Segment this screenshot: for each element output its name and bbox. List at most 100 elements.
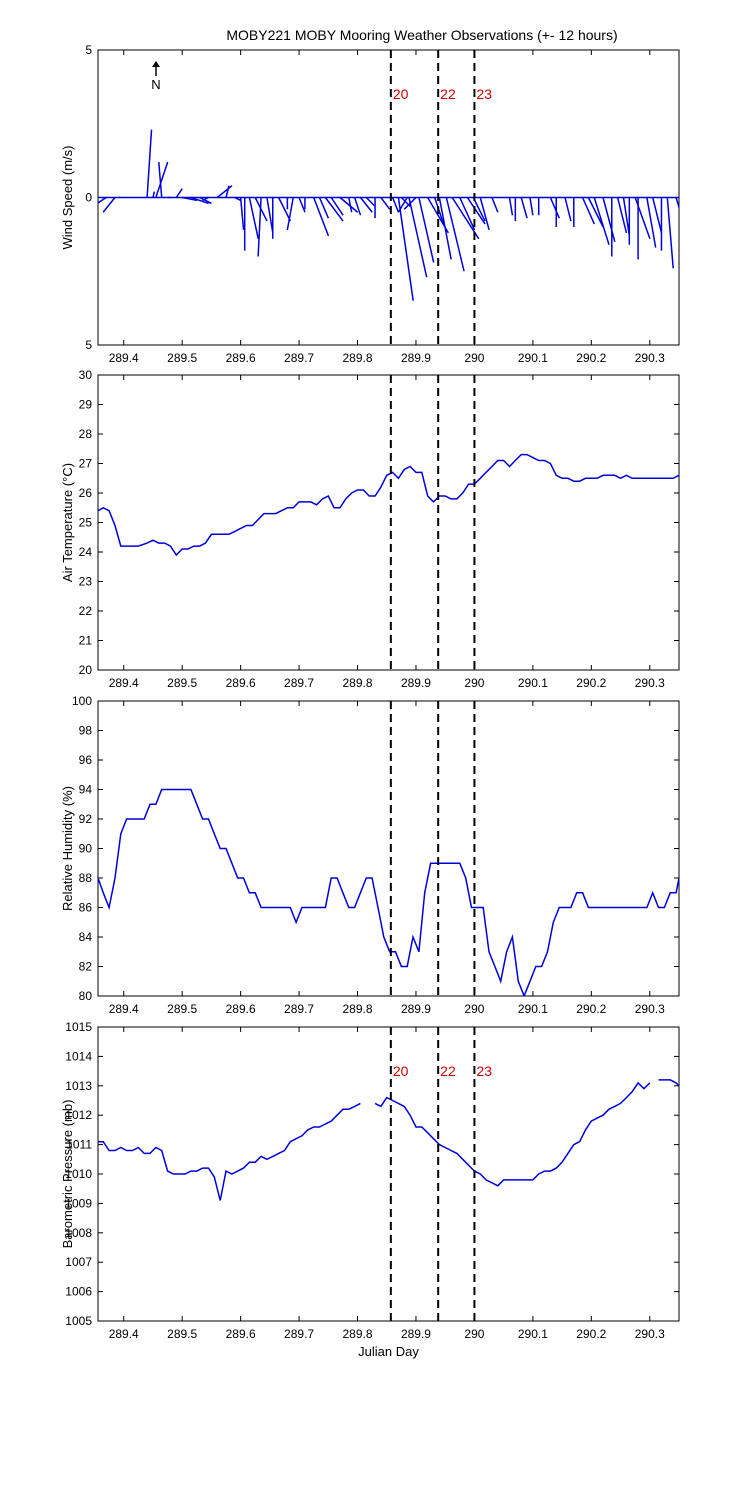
x-tick-label: 289.4 (109, 1002, 139, 1016)
wind-vector (602, 197, 616, 242)
x-tick-label: 289.6 (226, 351, 256, 365)
wind-vector (508, 197, 514, 216)
event-marker-label: 22 (440, 86, 456, 102)
wind-vector (324, 197, 344, 222)
wind-vector (438, 197, 452, 260)
wind-vector (286, 197, 294, 231)
y-tick-label: 86 (79, 901, 93, 915)
wind-vector (451, 197, 480, 240)
wind-vector (666, 197, 674, 269)
x-tick-label: 289.8 (343, 351, 373, 365)
wind-vector (146, 129, 153, 198)
wind-vector (155, 161, 169, 198)
y-tick-label: 1012 (65, 1108, 92, 1122)
wind-vector (479, 197, 490, 231)
wind-vector (408, 197, 428, 278)
wind-vector (98, 196, 107, 204)
wind-vector (472, 197, 486, 222)
wind-vector (365, 196, 376, 207)
x-tick-label: 289.5 (167, 351, 197, 365)
y-tick-label: 21 (79, 634, 93, 648)
north-label: N (151, 77, 160, 92)
y-axis-label: Wind Speed (m/s) (60, 145, 75, 249)
y-tick-label: 94 (79, 783, 93, 797)
data-line-2 (374, 1081, 651, 1187)
x-tick-label: 290.2 (576, 676, 606, 690)
y-tick-label: 90 (79, 842, 93, 856)
wind-vector (318, 197, 330, 219)
wind-vector (397, 197, 414, 301)
y-tick-label: 96 (79, 753, 93, 767)
x-tick-label: 289.9 (401, 676, 431, 690)
wind-vector (266, 197, 274, 234)
wind-vector (225, 185, 230, 198)
x-tick-label: 289.7 (284, 1002, 314, 1016)
wind-vector (182, 196, 198, 202)
plot-frame (97, 374, 680, 671)
wind-vector (593, 197, 610, 245)
data-line-1 (98, 453, 679, 557)
wind-vector (277, 197, 292, 222)
event-marker-label: 20 (393, 1063, 409, 1079)
x-tick-label: 290.1 (518, 676, 548, 690)
y-tick-label: 1009 (65, 1196, 92, 1210)
y-tick-label: 80 (79, 989, 93, 1003)
x-tick-label: 289.5 (167, 676, 197, 690)
wind-vector (158, 162, 163, 198)
y-tick-label: 1005 (65, 1314, 92, 1328)
wind-vector (312, 197, 330, 237)
y-tick-label: 1008 (65, 1226, 92, 1240)
x-tick-label: 290 (464, 1002, 484, 1016)
y-tick-label: 1006 (65, 1285, 92, 1299)
x-tick-label: 290.2 (576, 1002, 606, 1016)
x-tick-label: 290.3 (635, 676, 665, 690)
wind-vector (675, 197, 679, 210)
y-tick-label: 24 (79, 545, 93, 559)
x-tick-label: 290.1 (518, 351, 548, 365)
y-tick-label: 27 (79, 457, 93, 471)
plot-area (98, 788, 679, 996)
wind-vector (175, 188, 183, 198)
x-tick-label: 290.1 (518, 1002, 548, 1016)
x-tick-label: 289.8 (343, 1327, 373, 1341)
wind-vector (651, 197, 663, 234)
y-tick-label: 1015 (65, 1020, 92, 1034)
y-tick-label: 26 (79, 486, 93, 500)
plot-frame (97, 700, 680, 997)
wind-vector (459, 197, 476, 231)
wind-vector (190, 196, 209, 205)
y-tick-label: 30 (79, 368, 93, 382)
event-marker-label: 23 (476, 86, 492, 102)
wind-vector (520, 197, 528, 219)
y-tick-label: 20 (79, 663, 93, 677)
x-tick-label: 289.7 (284, 1327, 314, 1341)
wind-vector (380, 197, 391, 210)
x-tick-label: 290 (464, 676, 484, 690)
x-axis-label: Julian Day (358, 1344, 419, 1359)
y-tick-label: 5 (85, 338, 92, 352)
y-tick-label: 23 (79, 575, 93, 589)
x-tick-label: 290 (464, 1327, 484, 1341)
x-tick-label: 289.4 (109, 676, 139, 690)
wind-vector (339, 196, 359, 213)
wind-vector (199, 196, 212, 205)
data-line-1 (98, 1102, 361, 1201)
y-tick-label: 1007 (65, 1255, 92, 1269)
x-tick-label: 289.5 (167, 1327, 197, 1341)
x-tick-label: 289.7 (284, 676, 314, 690)
wind-vector (248, 197, 259, 239)
x-tick-label: 289.8 (343, 1002, 373, 1016)
wind-vector (391, 197, 400, 213)
panel-4: 1005 1006 1007 1008 1009 1010 1011 1012 1013 1014… (60, 1020, 680, 1359)
wind-vector (257, 197, 262, 257)
y-tick-label: 22 (79, 604, 93, 618)
wind-vector (646, 197, 657, 248)
panel-3: 80 82 84 86 88 90 92 94 96 98 100 289.4 289.5 289.6 28… (60, 694, 680, 1016)
panel-2: 20 21 22 23 24 25 26 27 28 29 30 289.4 289.5 289.6 289… (60, 368, 680, 690)
y-tick-label: 1011 (66, 1138, 92, 1152)
x-tick-label: 290.2 (576, 351, 606, 365)
figure-title: MOBY221 MOBY Mooring Weather Observation… (226, 27, 617, 43)
wind-vector (102, 197, 116, 213)
x-tick-label: 289.4 (109, 351, 139, 365)
